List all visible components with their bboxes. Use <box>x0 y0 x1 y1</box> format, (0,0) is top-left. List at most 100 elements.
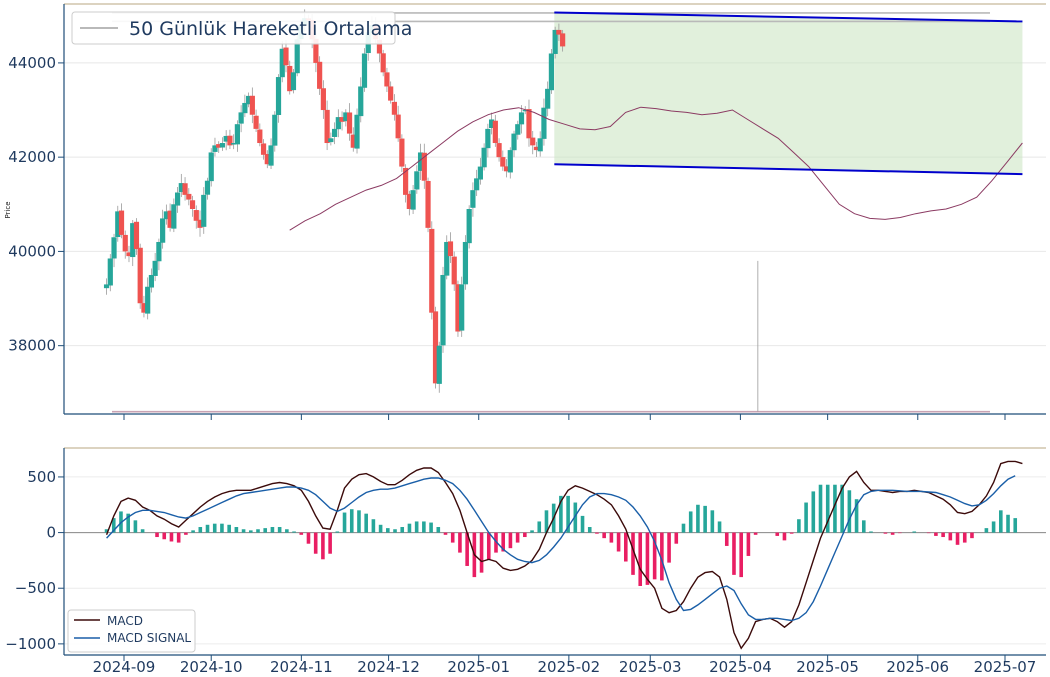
macd-histogram-bar <box>970 532 974 539</box>
candle-body <box>410 190 416 210</box>
macd-histogram-bar <box>732 532 736 575</box>
candle-body <box>406 193 412 209</box>
candle-body <box>107 258 113 286</box>
candle-body <box>522 110 528 112</box>
candle-body <box>216 144 222 148</box>
candle-body <box>234 124 240 145</box>
candle-body <box>511 133 517 151</box>
x-tick-label: 2024-11 <box>270 658 333 676</box>
candle-body <box>272 114 278 146</box>
candle-body <box>227 135 233 146</box>
macd-histogram-bar <box>198 527 203 533</box>
price-y-tick-label: 42000 <box>8 148 56 166</box>
macd-histogram-bar <box>191 530 195 533</box>
candle-body <box>425 180 431 228</box>
macd-histogram-bar <box>631 532 635 575</box>
candle-body <box>320 88 326 111</box>
price-panel: 38000 40000 42000 44000 Price 50 Günlük Har… <box>4 3 1046 415</box>
legend-signal-label: MACD SIGNAL <box>107 631 191 645</box>
candle-body <box>560 33 566 47</box>
macd-histogram-bar <box>717 521 722 533</box>
macd-histogram-bar <box>169 532 174 542</box>
macd-histogram-bar <box>277 527 282 533</box>
macd-histogram-bar <box>616 532 621 552</box>
macd-histogram-bar <box>861 520 866 533</box>
macd-histogram-bar <box>789 532 794 534</box>
macd-y-tick-label: 0 <box>46 524 56 542</box>
macd-y-tick-label: −500 <box>15 579 56 597</box>
candle-body <box>530 137 536 146</box>
macd-histogram-bar <box>984 528 989 533</box>
macd-histogram-bar <box>660 532 664 581</box>
candle-body <box>331 128 338 137</box>
macd-histogram-bar <box>890 532 895 535</box>
candle-body <box>193 210 199 221</box>
macd-histogram-bar <box>450 532 455 543</box>
macd-histogram-bar <box>220 523 224 533</box>
price-legend: 50 Günlük Hareketli Ortalama <box>71 11 412 45</box>
macd-histogram-bar <box>934 532 938 536</box>
macd-histogram-bar <box>443 532 448 535</box>
macd-histogram-bar <box>746 532 751 556</box>
macd-histogram-bar <box>285 529 289 533</box>
macd-histogram-bar <box>479 532 484 573</box>
x-tick-label: 2025-01 <box>447 658 510 676</box>
macd-histogram-bar <box>212 523 217 533</box>
candle-body <box>163 211 169 220</box>
macd-histogram-bar <box>1013 518 1018 533</box>
price-y-tick-label: 44000 <box>8 54 56 72</box>
macd-gridlines <box>64 476 1046 645</box>
candle-body <box>500 157 506 167</box>
macd-legend: MACD MACD SIGNAL <box>67 609 196 653</box>
macd-histogram-bar <box>688 511 693 533</box>
candle-body <box>253 115 259 129</box>
macd-histogram-bar <box>371 519 376 533</box>
candle-body <box>518 112 525 125</box>
candle-body <box>178 183 184 193</box>
macd-histogram-bar <box>804 502 808 533</box>
macd-histogram-bar <box>898 532 902 534</box>
macd-histogram-bar <box>393 529 397 533</box>
macd-histogram-bar <box>458 532 462 553</box>
macd-histogram-bar <box>609 532 614 543</box>
candle-body <box>541 107 547 139</box>
macd-histogram-bar <box>176 532 181 543</box>
macd-histogram-bar <box>926 532 931 534</box>
candle-body <box>515 124 521 135</box>
x-tick-label: 2025-03 <box>619 658 682 676</box>
price-y-axis-label: Price <box>4 201 12 218</box>
macd-histogram-bar <box>674 532 679 544</box>
macd-histogram-bar <box>184 532 188 535</box>
candle-body <box>399 138 405 167</box>
macd-histogram-bar <box>811 491 816 533</box>
macd-histogram-bar <box>840 484 844 533</box>
macd-histogram-bar <box>313 532 318 554</box>
macd-histogram-bar <box>991 521 996 533</box>
macd-histogram-bar <box>205 524 210 533</box>
candle-body <box>496 143 502 158</box>
macd-histogram-bar <box>710 510 715 533</box>
candle-body <box>414 171 420 190</box>
macd-histogram-bar <box>645 532 650 585</box>
candle-body <box>380 53 386 73</box>
candle-body <box>361 53 368 88</box>
macd-histogram-bar <box>299 532 304 535</box>
candle-body <box>182 183 188 195</box>
candle-body <box>328 138 334 143</box>
candle-body <box>268 145 274 166</box>
macd-signal-line <box>106 475 1016 622</box>
candle-body <box>160 218 166 243</box>
candle-body <box>283 47 289 66</box>
candle-body <box>249 95 255 115</box>
candle-body <box>470 190 476 208</box>
x-tick-label: 2024-09 <box>93 658 156 676</box>
candle-body <box>343 112 349 122</box>
candle-body <box>481 147 487 168</box>
candle-body <box>436 345 442 384</box>
macd-histogram-bar <box>386 528 390 533</box>
candle-body <box>350 134 356 148</box>
macd-histogram-bar <box>486 532 491 560</box>
macd-histogram-bar <box>436 527 441 533</box>
candle-body <box>526 109 532 139</box>
candle-body <box>455 284 461 332</box>
